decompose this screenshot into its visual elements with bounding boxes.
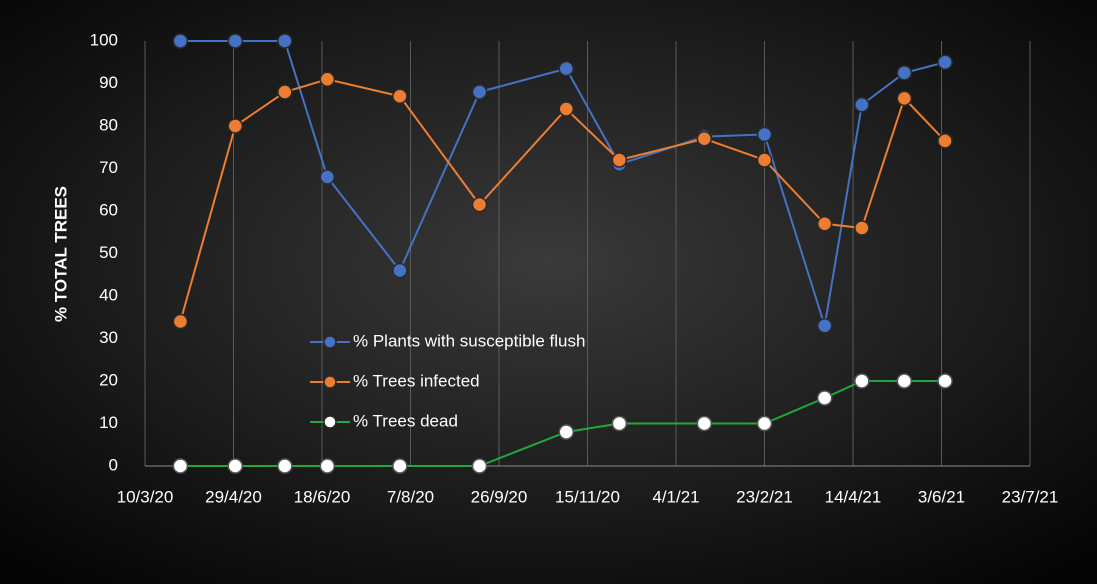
data-point (227, 118, 244, 134)
data-point (471, 196, 488, 213)
y-axis-label: % TOTAL TREES (51, 186, 70, 322)
x-tick-label: 14/4/21 (825, 487, 882, 506)
data-point (172, 313, 189, 330)
data-point (611, 152, 628, 168)
data-point (172, 458, 189, 474)
data-point (392, 262, 408, 279)
y-tick-label: 30 (99, 328, 118, 347)
y-tick-label: 80 (99, 115, 118, 134)
legend-marker (323, 335, 337, 349)
data-point (756, 152, 773, 168)
data-point (816, 216, 833, 232)
data-point (392, 88, 408, 104)
data-point (227, 33, 244, 49)
legend-label: % Trees dead (353, 411, 458, 430)
y-tick-label: 70 (99, 158, 118, 177)
data-point (854, 220, 870, 236)
x-tick-label: 23/7/21 (1002, 487, 1059, 506)
x-tick-label: 29/4/20 (205, 487, 262, 506)
x-tick-label: 15/11/20 (555, 487, 620, 506)
y-tick-label: 40 (99, 285, 118, 304)
y-tick-label: 100 (90, 30, 118, 49)
data-point (227, 458, 244, 474)
data-point (816, 318, 833, 334)
y-tick-label: 20 (99, 370, 118, 389)
data-point (896, 373, 913, 389)
data-point (756, 126, 773, 143)
data-point (558, 60, 575, 77)
data-point (471, 458, 488, 474)
x-tick-label: 18/6/20 (294, 487, 351, 506)
data-point (696, 415, 713, 432)
y-tick-label: 60 (99, 200, 118, 219)
data-point (277, 84, 293, 100)
data-point (854, 373, 870, 389)
y-tick-label: 90 (99, 73, 118, 92)
data-point (319, 71, 336, 87)
x-tick-label: 26/9/20 (471, 487, 528, 506)
data-point (277, 33, 293, 49)
y-tick-label: 10 (99, 413, 118, 432)
x-tick-label: 23/2/21 (736, 487, 793, 506)
data-point (756, 415, 773, 432)
data-point (611, 415, 628, 432)
data-point (319, 169, 336, 185)
data-point (816, 390, 833, 406)
data-point (277, 458, 293, 474)
x-tick-label: 7/8/20 (387, 487, 434, 506)
data-point (471, 84, 488, 100)
legend-marker (323, 375, 337, 389)
y-tick-label: 0 (109, 455, 118, 474)
data-point (319, 458, 336, 474)
x-tick-label: 4/1/21 (652, 487, 699, 506)
legend-label: % Plants with susceptible flush (353, 331, 585, 350)
y-tick-label: 50 (99, 243, 118, 262)
data-point (937, 373, 953, 389)
series-line (180, 40, 946, 327)
data-point (172, 33, 189, 49)
data-point (896, 65, 913, 81)
data-point (558, 424, 575, 440)
legend-label: % Trees infected (353, 371, 480, 390)
legend-marker (323, 415, 337, 429)
data-point (558, 101, 575, 117)
data-point (854, 97, 870, 113)
x-tick-label: 10/3/20 (117, 487, 174, 506)
data-point (937, 133, 953, 149)
data-point (696, 131, 713, 147)
data-point (896, 90, 913, 107)
x-tick-label: 3/6/21 (918, 487, 965, 506)
data-point (392, 458, 408, 474)
data-point (937, 54, 953, 70)
